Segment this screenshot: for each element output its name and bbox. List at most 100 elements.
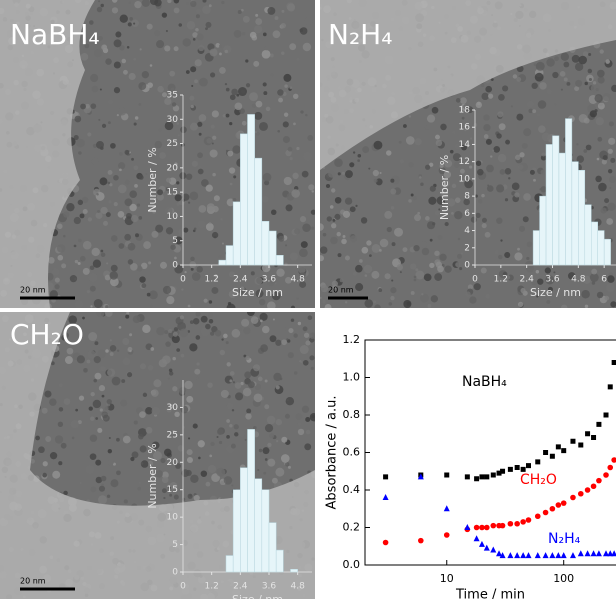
tem-grain (205, 22, 211, 28)
tem-grain (122, 338, 129, 345)
tem-grain (134, 420, 138, 424)
x-tick-label: 100 (553, 572, 574, 585)
tem-grain (406, 136, 415, 145)
tem-grain (78, 151, 81, 154)
tem-grain (450, 150, 454, 154)
x-tick-label: 10 (440, 572, 454, 585)
data-point (465, 474, 470, 479)
x-axis-label: Size / nm (232, 286, 283, 299)
tem-grain (362, 146, 369, 153)
tem-grain (83, 209, 88, 214)
tem-grain (415, 138, 422, 145)
y-tick-label: 15 (167, 485, 178, 495)
tem-grain (484, 134, 489, 139)
tem-grain (143, 241, 151, 249)
tem-grain (419, 176, 422, 179)
tem-grain (74, 217, 81, 224)
tem-grain (300, 110, 303, 113)
panel-label: NaBH₄ (10, 18, 100, 51)
tem-grain (486, 139, 492, 145)
tem-grain (194, 227, 197, 230)
tem-grain (552, 72, 558, 78)
tem-grain (469, 296, 476, 303)
tem-grain (199, 78, 208, 87)
tem-grain (174, 46, 179, 51)
tem-grain (168, 329, 172, 333)
tem-grain (189, 343, 197, 351)
tem-grain (576, 143, 578, 145)
tem-grain (554, 103, 556, 105)
y-tick-label: 0.4 (343, 483, 361, 496)
tem-grain (434, 273, 442, 281)
tem-grain (420, 294, 429, 303)
tem-grain (608, 138, 615, 145)
histogram-bar (248, 429, 255, 572)
x-tick-label: 0 (180, 275, 186, 285)
tem-grain (391, 206, 394, 209)
tem-grain (275, 340, 281, 346)
tem-grain (199, 133, 202, 136)
tem-grain (487, 185, 494, 192)
tem-grain (276, 385, 280, 389)
tem-grain (609, 176, 616, 183)
tem-grain (80, 104, 86, 110)
tem-grain (330, 205, 334, 209)
tem-grain (323, 233, 327, 237)
tem-grain (263, 472, 266, 475)
tem-grain (81, 53, 89, 61)
tem-grain (281, 10, 284, 13)
tem-grain (278, 236, 284, 242)
y-tick-label: 18 (459, 106, 471, 116)
tem-grain (541, 170, 546, 175)
tem-grain (208, 465, 216, 473)
tem-grain (523, 193, 531, 201)
tem-grain (263, 91, 267, 95)
tem-grain (355, 265, 363, 273)
tem-grain (298, 422, 301, 425)
tem-grain (219, 441, 222, 444)
tem-grain (76, 139, 85, 148)
tem-grain (597, 292, 603, 298)
tem-grain (123, 358, 131, 366)
tem-grain (394, 228, 403, 237)
tem-grain (258, 377, 263, 382)
tem-grain (245, 356, 249, 360)
tem-grain (38, 446, 45, 453)
tem-grain (124, 234, 131, 241)
tem-grain (108, 170, 113, 175)
tem-grain (131, 158, 134, 161)
tem-grain (134, 123, 137, 126)
tem-grain (75, 409, 78, 412)
tem-grain (425, 165, 430, 170)
tem-grain (174, 257, 177, 260)
tem-grain (186, 2, 189, 5)
tem-grain (326, 184, 330, 188)
tem-grain (153, 379, 161, 387)
tem-grain (241, 319, 249, 327)
tem-grain (90, 305, 92, 307)
tem-grain (58, 461, 62, 465)
tem-grain (277, 89, 283, 95)
tem-panel: CH₂O20 nm05101520253001.22.43.64.8Size /… (0, 308, 318, 599)
tem-grain (400, 159, 404, 163)
tem-grain (502, 85, 508, 91)
tem-grain (80, 213, 85, 218)
tem-grain (168, 378, 170, 380)
y-tick-label: 4 (464, 226, 470, 236)
tem-grain (284, 112, 288, 116)
tem-grain (294, 371, 297, 374)
tem-grain (325, 304, 332, 311)
y-tick-label: 5 (172, 236, 178, 246)
tem-grain (182, 199, 185, 202)
tem-grain (101, 476, 107, 482)
y-tick-label: 6 (464, 209, 470, 219)
tem-grain (417, 212, 420, 215)
tem-grain (493, 146, 500, 153)
tem-grain (566, 82, 570, 86)
tem-grain (142, 325, 150, 333)
tem-grain (415, 271, 424, 280)
tem-grain (298, 429, 304, 435)
tem-grain (293, 94, 298, 99)
histogram-bar (269, 231, 276, 265)
y-tick-label: 12 (459, 157, 470, 167)
